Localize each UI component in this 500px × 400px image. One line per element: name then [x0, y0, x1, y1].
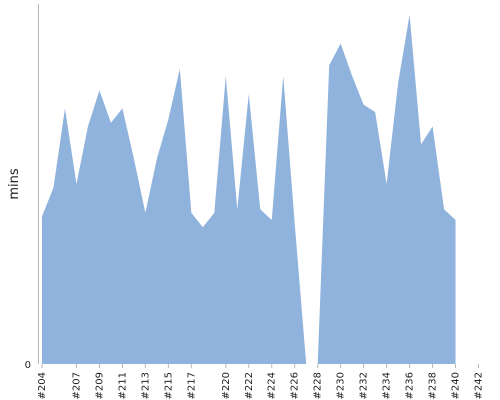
x-tick-label: #211 [117, 372, 128, 399]
y-tick-label: 0 [25, 360, 31, 371]
x-tick-label: #204 [37, 372, 48, 399]
x-tick-label: #226 [290, 372, 301, 399]
x-tick-label: #232 [359, 372, 370, 399]
plot-area [42, 14, 456, 365]
x-tick-label: #220 [221, 372, 232, 399]
x-tick-label: #228 [313, 372, 324, 399]
x-tick-label: #207 [71, 372, 82, 399]
x-tick-label: #236 [405, 372, 416, 399]
area-series [42, 14, 456, 365]
x-tick-label: #230 [336, 372, 347, 399]
x-axis-ticks: #204 #207 #209 #211 #213 #215 #217 #220 #222 #224… [37, 364, 485, 399]
x-tick-label: #238 [428, 372, 439, 399]
x-tick-label: #209 [94, 372, 105, 399]
x-tick-label: #234 [382, 372, 393, 399]
y-axis-title: mins [7, 168, 22, 200]
x-tick-label: #217 [186, 372, 197, 399]
x-tick-label: #242 [474, 372, 485, 399]
x-tick-label: #224 [267, 372, 278, 399]
x-tick-label: #240 [451, 372, 462, 399]
x-tick-label: #222 [244, 372, 255, 399]
x-tick-label: #213 [140, 372, 151, 399]
x-tick-label: #215 [163, 372, 174, 399]
